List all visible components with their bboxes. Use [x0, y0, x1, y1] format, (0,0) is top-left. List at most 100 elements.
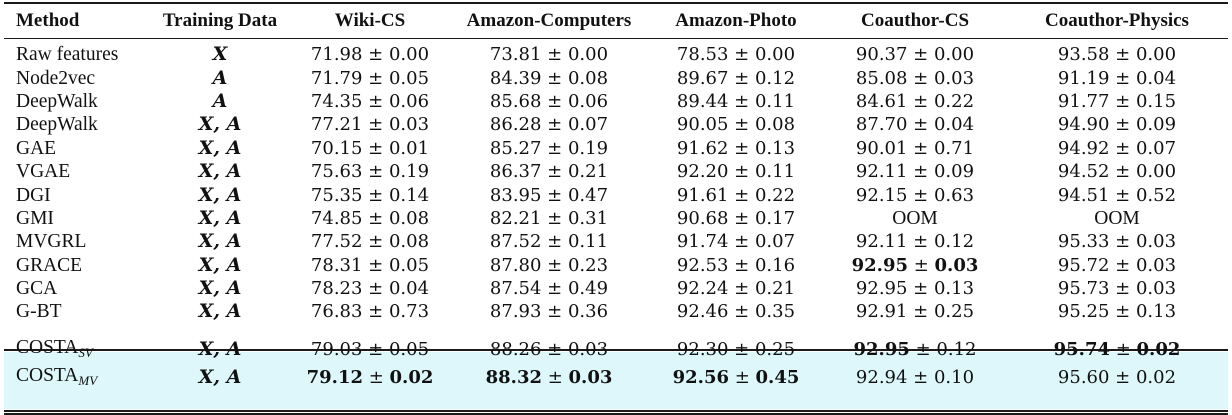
- std-value: 0.12: [754, 67, 796, 89]
- top-rule: [4, 2, 1228, 4]
- result-cell: 85.27 ± 0.19: [450, 137, 648, 160]
- training-data: X, A: [198, 113, 242, 136]
- result-cell: 82.21 ± 0.31: [450, 207, 648, 230]
- plus-minus: ±: [362, 90, 389, 112]
- std-value: 0.52: [1135, 184, 1177, 206]
- result-cell: 92.91 ± 0.25: [824, 300, 1006, 323]
- result-cell: 92.94 ± 0.10: [824, 364, 1006, 392]
- header-training-data: Training Data: [162, 10, 278, 31]
- mean-value: 85.68: [489, 90, 542, 112]
- mean-value: 94.92: [1057, 137, 1110, 159]
- mean-value: 95.73: [1057, 278, 1110, 300]
- table-row: COSTAMV X, A 79.12 ± 0.02 88.32 ± 0.03 92.56…: [4, 364, 1228, 392]
- result-cell: 88.26 ± 0.03: [450, 324, 648, 364]
- method-label: GCA: [16, 278, 58, 300]
- plus-minus: ±: [362, 44, 389, 66]
- plus-minus: ±: [362, 114, 389, 136]
- plus-minus: ±: [363, 367, 390, 389]
- std-value: 0.12: [933, 231, 975, 253]
- std-value: 0.22: [754, 184, 796, 206]
- result-cell: 70.15 ± 0.01: [290, 137, 450, 160]
- std-value: 0.08: [754, 114, 796, 136]
- result-cell: 95.72 ± 0.03: [1006, 254, 1228, 277]
- std-value: 0.19: [388, 161, 430, 183]
- plus-minus: ±: [541, 184, 568, 206]
- method-name: GAE: [4, 137, 150, 160]
- plus-minus: ±: [1109, 44, 1136, 66]
- std-value: 0.04: [933, 114, 975, 136]
- std-value: 0.11: [754, 90, 796, 112]
- proposed-rows: COSTASV X, A 79.03 ± 0.05 88.26 ± 0.03 92.30…: [4, 324, 1228, 392]
- mean-value: 87.54: [489, 278, 542, 300]
- table-row: VGAE X, A 75.63 ± 0.19 86.37 ± 0.21 92.20 ± …: [4, 160, 1228, 183]
- result-cell: 88.32 ± 0.03: [450, 364, 648, 392]
- result-cell: 75.63 ± 0.19: [290, 160, 450, 183]
- training-data: X, A: [198, 338, 242, 361]
- std-value: 0.13: [933, 278, 975, 300]
- result-cell: 90.37 ± 0.00: [824, 37, 1006, 66]
- method-name: GRACE: [4, 254, 150, 277]
- std-value: 0.03: [934, 254, 979, 276]
- plus-minus: ±: [541, 207, 568, 229]
- table-row: Node2vec A 71.79 ± 0.05 84.39 ± 0.08 89.67 ±…: [4, 66, 1228, 89]
- std-value: 0.06: [388, 90, 430, 112]
- std-value: 0.00: [567, 44, 609, 66]
- std-value: 0.03: [567, 339, 609, 361]
- result-cell: 91.19 ± 0.04: [1006, 66, 1228, 89]
- plus-minus: ±: [728, 161, 755, 183]
- mean-value: 92.95: [855, 278, 908, 300]
- proposed-method-highlight: [4, 352, 1228, 409]
- table-row: GCA X, A 78.23 ± 0.04 87.54 ± 0.49 92.24 ± 0…: [4, 277, 1228, 300]
- mean-value: 93.58: [1057, 44, 1110, 66]
- std-value: 0.16: [754, 254, 796, 276]
- method-label: GAE: [16, 137, 57, 159]
- method-name: Raw features: [4, 37, 150, 66]
- method-name: G-BT: [4, 300, 150, 323]
- result-cell: 90.01 ± 0.71: [824, 137, 1006, 160]
- std-value: 0.25: [754, 339, 796, 361]
- result-cell: 87.54 ± 0.49: [450, 277, 648, 300]
- training-data: X, A: [198, 366, 242, 389]
- std-value: 0.15: [1135, 90, 1177, 112]
- plus-minus: ±: [907, 161, 934, 183]
- method-label: DGI: [16, 184, 51, 206]
- method-label: COSTA: [16, 336, 79, 358]
- table-row: GMI X, A 74.85 ± 0.08 82.21 ± 0.31 90.68 ± 0…: [4, 207, 1228, 230]
- std-value: 0.11: [567, 231, 609, 253]
- method-name: GMI: [4, 207, 150, 230]
- result-cell: OOM: [892, 207, 938, 229]
- training-data: X, A: [198, 253, 242, 276]
- result-cell: 86.28 ± 0.07: [450, 113, 648, 136]
- std-value: 0.08: [567, 67, 609, 89]
- mean-value: 84.61: [855, 90, 908, 112]
- header-amazon-photo: Amazon-Photo: [675, 10, 797, 31]
- mean-value: 95.33: [1057, 231, 1110, 253]
- plus-minus: ±: [728, 90, 755, 112]
- mean-value: 82.21: [489, 207, 542, 229]
- plus-minus: ±: [907, 90, 934, 112]
- mean-value: 70.15: [310, 137, 363, 159]
- bottom-rule-double: [4, 413, 1228, 415]
- std-value: 0.08: [388, 231, 430, 253]
- method-variant-subscript: MV: [78, 372, 98, 388]
- table-row: MVGRL X, A 77.52 ± 0.08 87.52 ± 0.11 91.74 ±…: [4, 230, 1228, 253]
- std-value: 0.12: [936, 339, 977, 361]
- plus-minus: ±: [362, 184, 389, 206]
- mean-value: 92.30: [676, 339, 729, 361]
- method-label: MVGRL: [16, 231, 87, 253]
- std-value: 0.03: [1135, 231, 1177, 253]
- plus-minus: ±: [362, 254, 389, 276]
- training-data: X, A: [198, 300, 242, 323]
- result-cell: 92.30 ± 0.25: [648, 324, 824, 364]
- plus-minus: ±: [541, 114, 568, 136]
- plus-minus: ±: [728, 231, 755, 253]
- training-data: A: [212, 89, 228, 112]
- mean-value: 89.44: [676, 90, 729, 112]
- mean-value: 90.37: [855, 44, 908, 66]
- mean-value: 91.62: [676, 137, 729, 159]
- mean-value: 79.12: [306, 367, 363, 389]
- std-value: 0.13: [754, 137, 796, 159]
- table-row: DeepWalk A 74.35 ± 0.06 85.68 ± 0.06 89.44 ±…: [4, 90, 1228, 113]
- result-cell: 74.85 ± 0.08: [290, 207, 450, 230]
- mean-value: 91.19: [1057, 67, 1110, 89]
